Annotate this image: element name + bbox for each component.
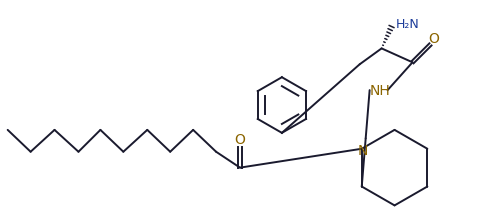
Text: H₂N: H₂N [395, 18, 419, 31]
Text: NH: NH [368, 84, 389, 98]
Text: O: O [234, 133, 245, 147]
Text: O: O [427, 32, 438, 46]
Text: N: N [357, 144, 367, 158]
